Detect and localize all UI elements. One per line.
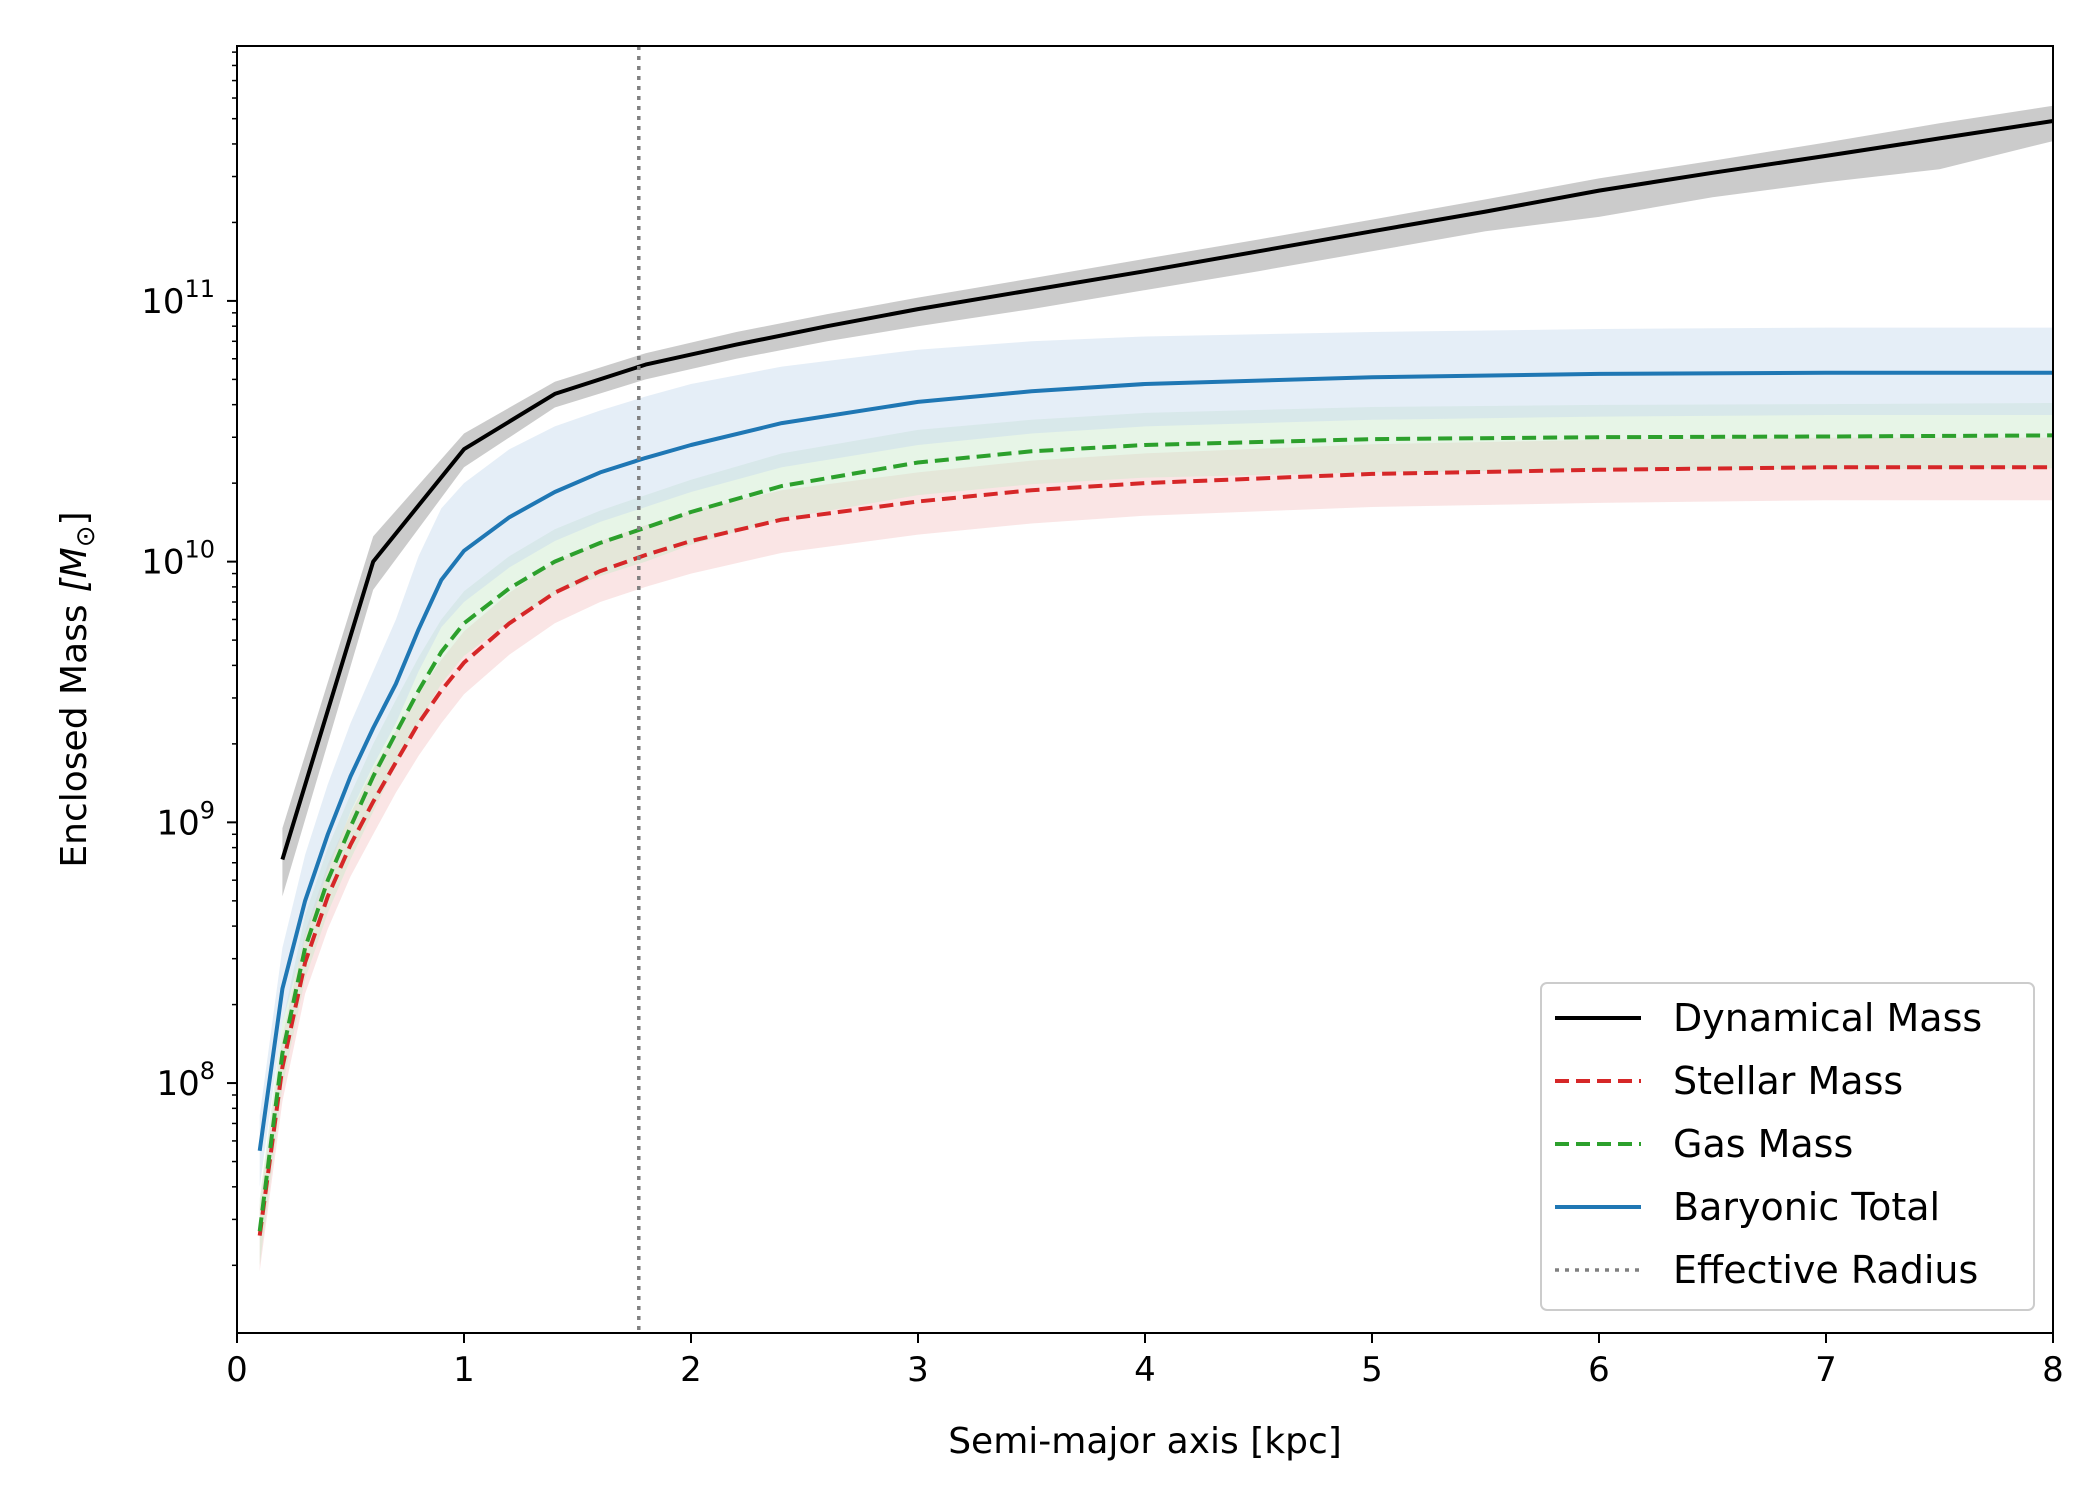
x-tick-label: 6 (1588, 1350, 1610, 1390)
legend: Dynamical Mass Stellar Mass Gas Mass Baryon… (1540, 982, 2035, 1311)
x-tick-label: 5 (1361, 1350, 1383, 1390)
x-axis-label: Semi-major axis [kpc] (948, 1421, 1342, 1462)
legend-label-dynamical-mass: Dynamical Mass (1673, 996, 1982, 1040)
y-tick-label: 108 (156, 1057, 215, 1104)
gas-mass-line (257, 433, 2054, 1232)
x-tick-label: 3 (907, 1350, 929, 1390)
y-axis-label: Enclosed Mass [M⊙] (54, 511, 101, 867)
y-axis-label-text: Enclosed Mass (54, 604, 95, 867)
y-axis-unit-open: [M (54, 547, 95, 592)
y-tick-exponent: 11 (184, 275, 215, 303)
y-tick-exponent: 8 (200, 1057, 215, 1085)
x-axis-ticks: 0 1 2 3 4 5 6 7 8 (226, 1333, 2064, 1390)
baryonic-total-line (257, 370, 2053, 1152)
dynamical-mass-band (282, 105, 2053, 897)
y-tick-base: 10 (156, 803, 199, 843)
x-tick-label: 1 (453, 1350, 475, 1390)
baryonic-total-band (259, 327, 2054, 1187)
y-axis-unit-sub: ⊙ (71, 525, 101, 547)
legend-label-gas-mass: Gas Mass (1673, 1122, 1853, 1166)
x-tick-label: 2 (680, 1350, 702, 1390)
y-axis-unit-close: ] (54, 511, 95, 525)
uncertainty-bands (259, 105, 2054, 1272)
y-tick-exponent: 9 (200, 796, 215, 824)
series-lines (257, 119, 2054, 1236)
y-tick-base: 10 (141, 282, 184, 322)
stellar-mass-line (257, 465, 2053, 1236)
legend-label-stellar-mass: Stellar Mass (1673, 1059, 1903, 1103)
legend-label-baryonic-total: Baryonic Total (1673, 1185, 1940, 1229)
y-tick-label: 1011 (141, 275, 215, 322)
y-tick-exponent: 10 (184, 536, 215, 564)
legend-box (1540, 982, 2035, 1311)
legend-label-effective-radius: Effective Radius (1673, 1248, 1978, 1292)
x-tick-label: 4 (1134, 1350, 1156, 1390)
y-tick-base: 10 (141, 543, 184, 583)
x-tick-label: 8 (2042, 1350, 2064, 1390)
dynamical-mass-line (280, 119, 2054, 861)
x-tick-label: 0 (226, 1350, 248, 1390)
x-tick-label: 7 (1815, 1350, 1837, 1390)
y-tick-label: 109 (156, 796, 215, 843)
y-tick-base: 10 (156, 1064, 199, 1104)
y-tick-label: 1010 (141, 536, 215, 583)
